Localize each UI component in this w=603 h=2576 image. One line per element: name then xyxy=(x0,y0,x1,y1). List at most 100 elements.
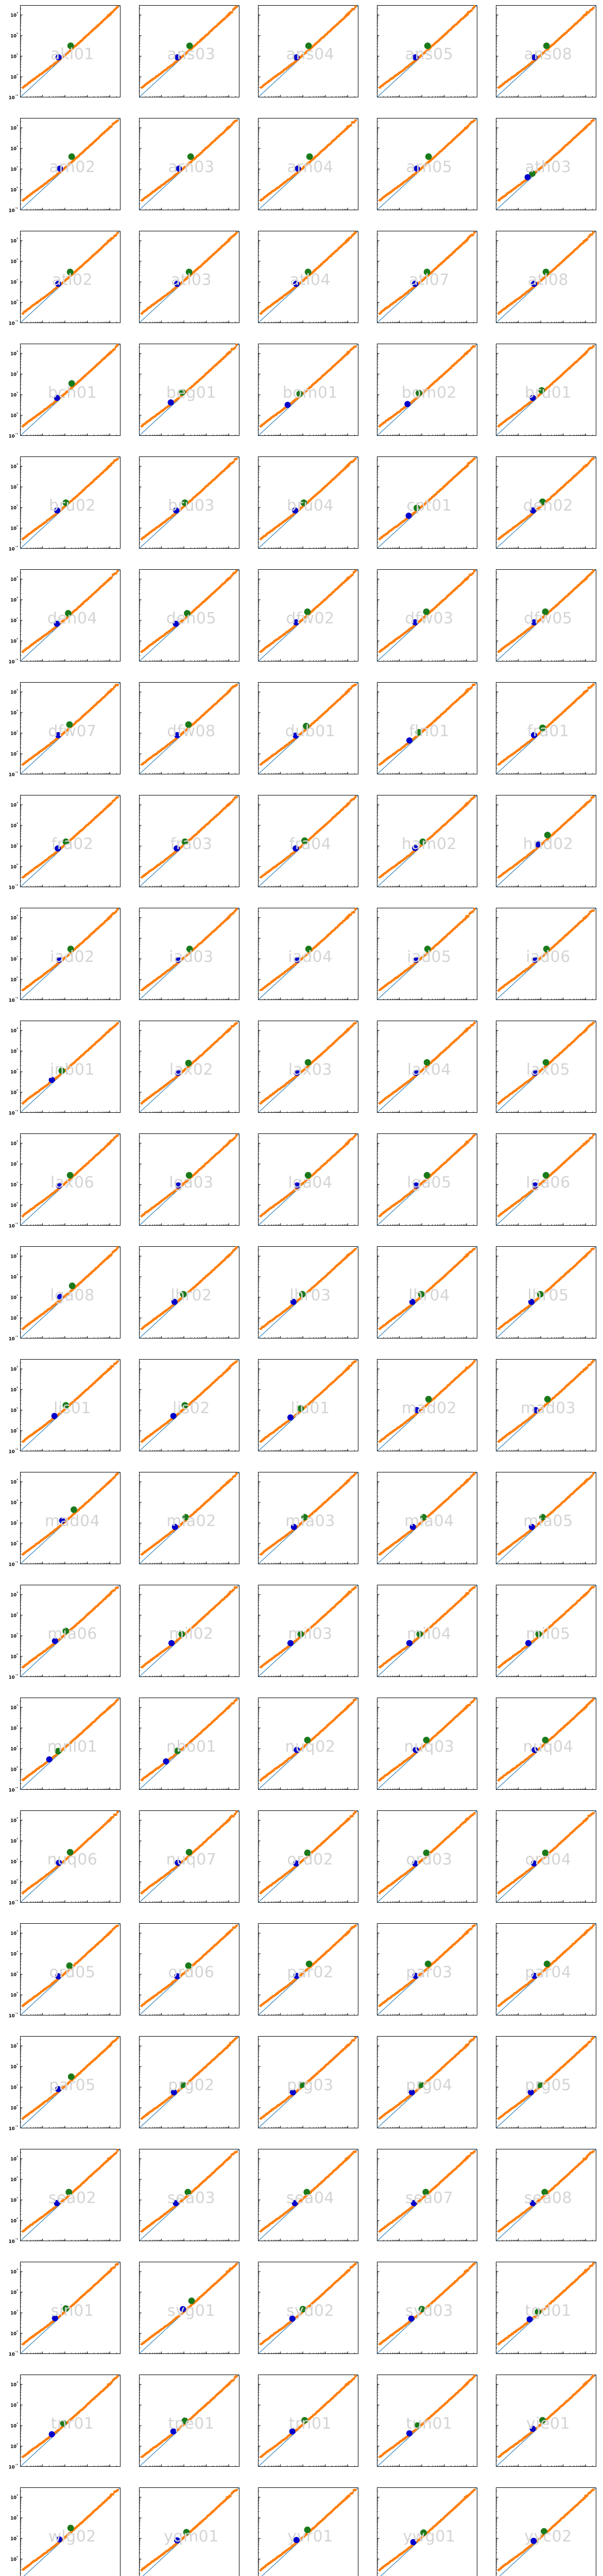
y-tick-label: 10⁻¹ xyxy=(9,2125,18,2132)
y-axis-tick-labels: 10⁻¹ 10⁰ 10¹ 10² 10³ xyxy=(1,1359,20,1455)
y-axis-tick-labels: 10⁻¹ 10⁰ 10¹ 10² 10³ xyxy=(1,1021,20,1116)
qq-panel: atl08 xyxy=(496,231,596,323)
qq-plot-canvas xyxy=(496,1133,596,1226)
qq-plot-canvas xyxy=(377,2375,477,2467)
qq-plot-canvas xyxy=(377,569,477,662)
y-tick-label: 10³ xyxy=(10,125,18,131)
qq-plot-canvas xyxy=(377,1472,477,1564)
y-tick-label: 10³ xyxy=(10,1140,18,1147)
qq-plot-canvas xyxy=(377,2487,477,2576)
qq-plot-canvas xyxy=(20,1698,120,1790)
qq-plot-canvas xyxy=(377,1810,477,1903)
qq-panel: ord06 xyxy=(139,1923,239,2015)
qq-panel: nbo01 xyxy=(139,1698,239,1790)
qq-panel: lax03 xyxy=(258,1021,358,1113)
y-tick-label: 10⁰ xyxy=(10,751,18,757)
qq-plot-canvas xyxy=(496,1246,596,1338)
qq-plot-canvas xyxy=(20,344,120,436)
y-axis-tick-labels: 10⁻¹ 10⁰ 10¹ 10² 10³ xyxy=(1,569,20,665)
y-tick-label: 10³ xyxy=(10,1479,18,1485)
y-tick-label: 10⁻¹ xyxy=(9,2464,18,2470)
qq-panel: sea02 10⁻¹ 10⁰ 10¹ 10² 10³ xyxy=(9,2149,120,2244)
qq-plot-canvas xyxy=(258,569,358,662)
qq-panel: fra04 xyxy=(258,795,358,887)
y-tick-label: 10⁰ xyxy=(10,1202,18,1209)
qq-panel: ywg01 xyxy=(377,2487,477,2576)
qq-panel: yyc02 xyxy=(496,2487,596,2576)
qq-plot-canvas xyxy=(20,908,120,1000)
qq-plot-canvas xyxy=(377,1246,477,1338)
qq-panel: prg05 xyxy=(496,2036,596,2128)
y-tick-label: 10³ xyxy=(10,2268,18,2275)
qq-panel: par03 xyxy=(377,1923,477,2015)
y-tick-label: 10¹ xyxy=(10,956,18,962)
y-tick-label: 10² xyxy=(10,935,18,942)
y-tick-label: 10⁻¹ xyxy=(9,884,18,891)
y-tick-label: 10⁰ xyxy=(10,525,18,532)
qq-plot-canvas xyxy=(139,908,239,1000)
qq-plot-canvas xyxy=(377,344,477,436)
y-axis-tick-labels: 10⁻¹ 10⁰ 10¹ 10² 10³ xyxy=(1,2262,20,2358)
qq-panel: lax04 xyxy=(377,1021,477,1113)
y-tick-label: 10³ xyxy=(10,1704,18,1711)
qq-plot-canvas xyxy=(377,1359,477,1451)
y-tick-label: 10⁰ xyxy=(10,638,18,645)
qq-panel: atl02 10⁻¹ 10⁰ 10¹ 10² 10³ xyxy=(9,231,120,326)
y-tick-label: 10¹ xyxy=(10,1858,18,1865)
qq-plot-canvas xyxy=(258,1585,358,1677)
qq-plot-canvas xyxy=(20,1810,120,1903)
y-tick-label: 10² xyxy=(10,2176,18,2183)
y-axis-tick-labels: 10⁻¹ 10⁰ 10¹ 10² 10³ xyxy=(1,908,20,1004)
qq-panel: lga03 xyxy=(139,1133,239,1226)
qq-plot-canvas xyxy=(377,908,477,1000)
y-axis-tick-labels: 10⁻¹ 10⁰ 10¹ 10² 10³ xyxy=(1,118,20,214)
qq-plot-canvas xyxy=(258,795,358,887)
qq-panel: bru04 xyxy=(258,456,358,549)
y-tick-label: 10⁰ xyxy=(10,2556,18,2563)
y-tick-label: 10² xyxy=(10,1386,18,1393)
y-tick-label: 10² xyxy=(10,1725,18,1732)
qq-plot-canvas xyxy=(258,682,358,774)
qq-panel: iad05 xyxy=(377,908,477,1000)
qq-panel: ans04 xyxy=(258,5,358,97)
qq-panel: ord04 xyxy=(496,1810,596,1903)
qq-panel: fra03 xyxy=(139,795,239,887)
qq-plot-canvas xyxy=(139,682,239,774)
qq-plot-canvas xyxy=(377,231,477,323)
qq-panel: tgd01 xyxy=(496,2262,596,2354)
qq-panel: bch01 10⁻¹ 10⁰ 10¹ 10² 10³ xyxy=(9,344,120,439)
qq-plot-canvas xyxy=(496,118,596,210)
qq-plot-canvas xyxy=(377,2036,477,2128)
qq-plot-canvas xyxy=(20,1246,120,1338)
qq-panel: atl04 xyxy=(258,231,358,323)
qq-panel: tnr01 10⁻¹ 10⁰ 10¹ 10² 10³ xyxy=(9,2375,120,2470)
qq-panel: nuq02 xyxy=(258,1698,358,1790)
y-tick-label: 10³ xyxy=(10,2043,18,2049)
y-tick-label: 10⁻¹ xyxy=(9,2351,18,2358)
qq-panel: trn01 xyxy=(258,2375,358,2467)
qq-plot-canvas xyxy=(139,231,239,323)
y-tick-label: 10³ xyxy=(10,1591,18,1598)
qq-panel: prg02 xyxy=(139,2036,239,2128)
qq-plot-canvas xyxy=(258,2487,358,2576)
qq-panel: mia03 xyxy=(258,1472,358,1564)
qq-panel: lax05 xyxy=(496,1021,596,1113)
qq-plot-canvas xyxy=(139,2375,239,2467)
qq-panel: lga06 xyxy=(496,1133,596,1226)
qq-panel: lga05 xyxy=(377,1133,477,1226)
y-tick-label: 10⁰ xyxy=(10,2330,18,2337)
qq-plot-canvas xyxy=(139,1810,239,1903)
y-tick-label: 10⁰ xyxy=(10,299,18,306)
y-tick-label: 10¹ xyxy=(10,2197,18,2204)
qq-panel: lhr04 xyxy=(377,1246,477,1338)
qq-plot-canvas xyxy=(20,2149,120,2241)
qq-panel: dub01 xyxy=(258,682,358,774)
y-tick-label: 10¹ xyxy=(10,730,18,737)
qq-panel: cpt01 xyxy=(377,456,477,549)
y-tick-label: 10¹ xyxy=(10,843,18,850)
qq-panel: den05 xyxy=(139,569,239,662)
y-axis-tick-labels: 10⁻¹ 10⁰ 10¹ 10² 10³ xyxy=(1,1246,20,1342)
qq-plot-canvas xyxy=(258,1246,358,1338)
y-tick-label: 10² xyxy=(10,484,18,490)
y-axis-tick-labels: 10⁻¹ 10⁰ 10¹ 10² 10³ xyxy=(1,231,20,327)
